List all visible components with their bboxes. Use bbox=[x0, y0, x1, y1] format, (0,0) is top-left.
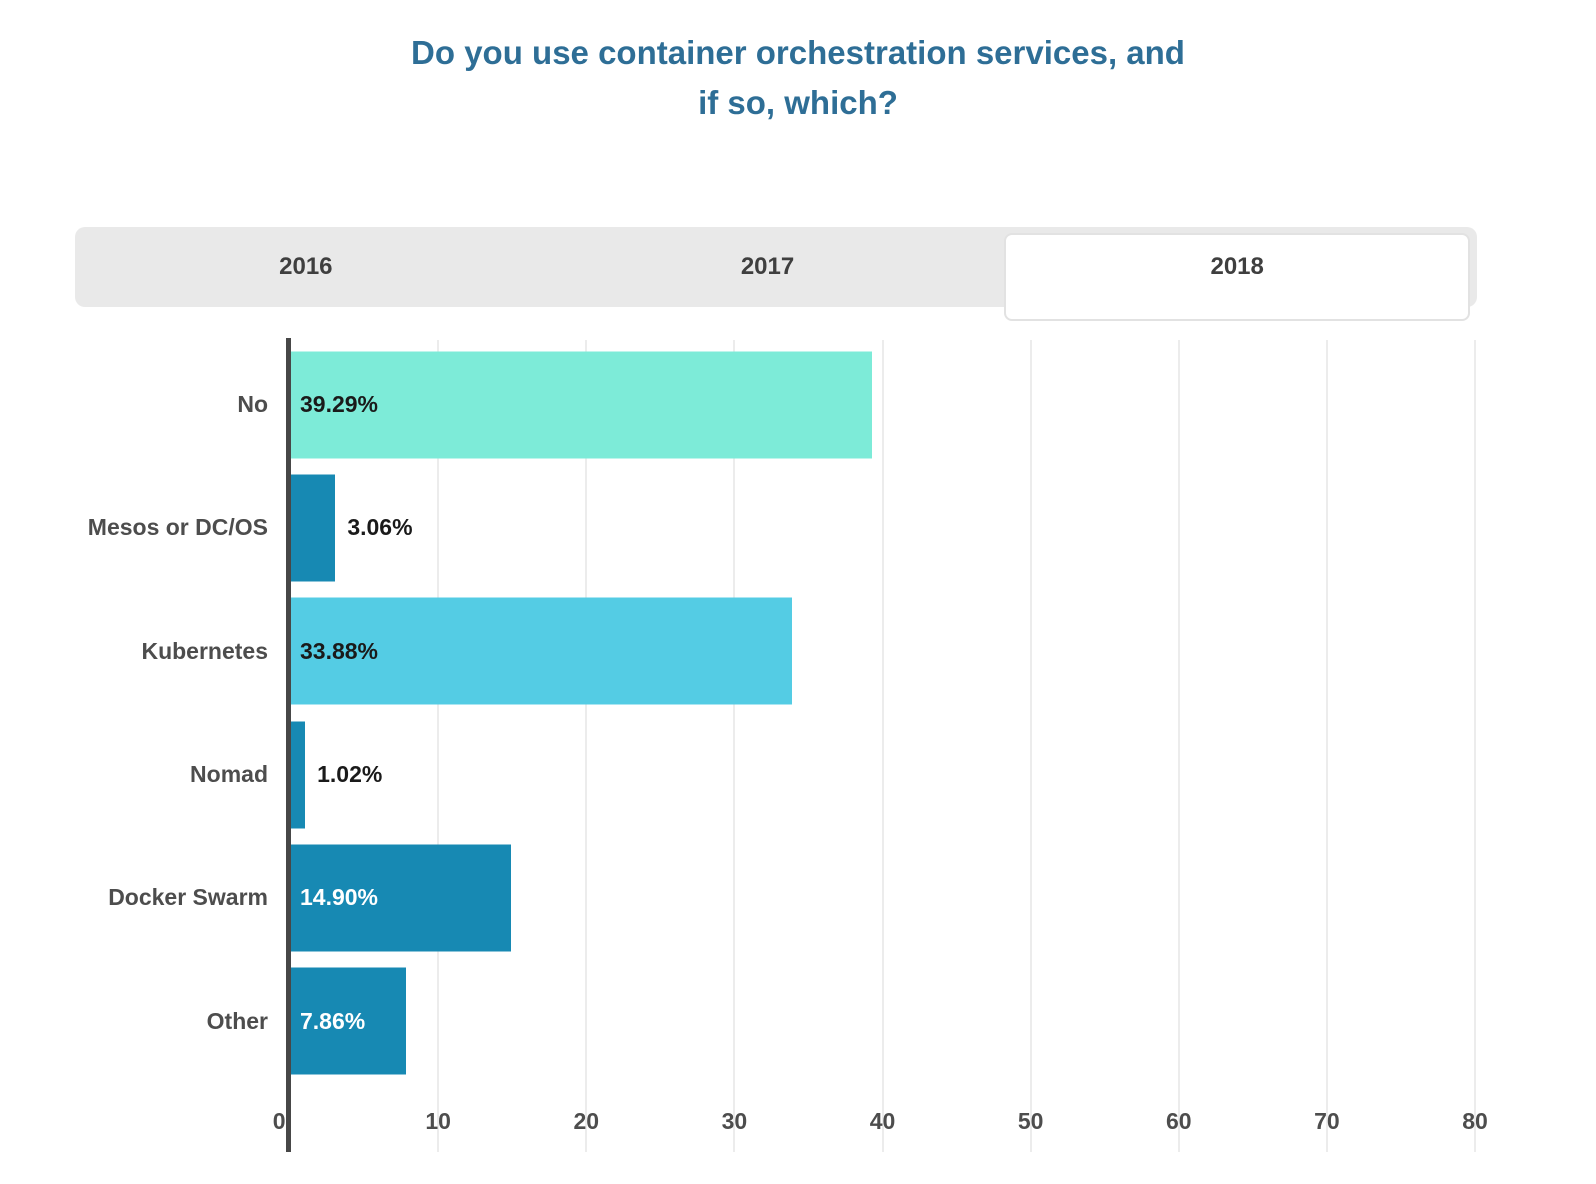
x-tick-30: 30 bbox=[721, 1108, 748, 1134]
value-label-nomad: 1.02% bbox=[317, 761, 383, 788]
bar-nomad[interactable]: 1.02% bbox=[290, 721, 382, 829]
bar-row: 1.02% bbox=[290, 713, 1475, 836]
chart-title-line-1: Do you use container orchestration servi… bbox=[411, 34, 1185, 71]
value-label-kubernetes: 33.88% bbox=[300, 637, 379, 664]
gridline-70 bbox=[1325, 340, 1328, 1152]
category-label-other: Other bbox=[206, 1007, 268, 1034]
category-label-no: No bbox=[237, 391, 268, 418]
gridline-60 bbox=[1177, 340, 1180, 1152]
y-axis-line bbox=[286, 338, 291, 1152]
value-label-other: 7.86% bbox=[300, 1007, 366, 1034]
value-label-docker-swarm: 14.90% bbox=[300, 884, 379, 911]
x-tick-10: 10 bbox=[425, 1108, 451, 1134]
bar-no[interactable]: 39.29% bbox=[290, 351, 872, 459]
gridline-80 bbox=[1474, 340, 1476, 1152]
x-tick-80: 80 bbox=[1462, 1108, 1488, 1134]
bar-mesos[interactable]: 3.06% bbox=[290, 474, 413, 582]
year-tab-bar: 2016 2017 2018 bbox=[75, 227, 1477, 321]
bar-kubernetes[interactable]: 33.88% bbox=[290, 597, 792, 705]
gridline-10 bbox=[437, 340, 440, 1152]
category-label-docker-swarm: Docker Swarm bbox=[108, 884, 268, 911]
x-tick-70: 70 bbox=[1314, 1108, 1340, 1134]
chart-title: Do you use container orchestration servi… bbox=[0, 28, 1596, 127]
chart-title-line-2: if so, which? bbox=[698, 83, 898, 121]
tab-2018-label: 2018 bbox=[1210, 253, 1264, 280]
category-axis: No Mesos or DC/OS Kubernetes Nomad Docke… bbox=[40, 343, 268, 1083]
bar-other[interactable]: 7.86% bbox=[290, 967, 407, 1075]
plot-gridlines bbox=[290, 340, 1476, 1152]
value-label-no: 39.29% bbox=[300, 391, 379, 418]
category-label-mesos: Mesos or DC/OS bbox=[87, 514, 268, 541]
bar-row: 39.29% bbox=[290, 343, 1475, 466]
gridline-50 bbox=[1029, 340, 1032, 1152]
tab-2017[interactable]: 2017 bbox=[537, 227, 999, 307]
x-tick-0: 0 bbox=[272, 1108, 286, 1134]
tab-2016[interactable]: 2016 bbox=[75, 227, 537, 307]
bar-row: 7.86% bbox=[290, 960, 1475, 1083]
x-tick-50: 50 bbox=[1017, 1108, 1044, 1134]
bar-row: 3.06% bbox=[290, 466, 1475, 589]
gridline-20 bbox=[585, 340, 588, 1152]
tab-2017-label: 2017 bbox=[740, 253, 795, 280]
tab-2016-label: 2016 bbox=[279, 253, 333, 280]
plot-area: 39.29% 3.06% 33.88% 1.02% 14.90% 7.86% bbox=[290, 343, 1475, 1083]
tab-2018-active[interactable]: 2018 bbox=[1004, 233, 1471, 321]
x-tick-40: 40 bbox=[869, 1108, 896, 1134]
value-label-mesos: 3.06% bbox=[347, 514, 413, 541]
category-label-nomad: Nomad bbox=[190, 761, 268, 788]
bar-row: 33.88% bbox=[290, 590, 1475, 713]
category-label-kubernetes: Kubernetes bbox=[141, 637, 268, 664]
gridline-40 bbox=[881, 340, 884, 1152]
x-tick-60: 60 bbox=[1165, 1108, 1192, 1134]
bar-docker-swarm[interactable]: 14.90% bbox=[290, 844, 511, 952]
gridline-30 bbox=[733, 340, 736, 1152]
bar-row: 14.90% bbox=[290, 836, 1475, 959]
x-tick-20: 20 bbox=[573, 1108, 600, 1134]
x-axis-ticks: 0 10 20 30 40 50 60 70 80 bbox=[273, 1108, 1488, 1148]
